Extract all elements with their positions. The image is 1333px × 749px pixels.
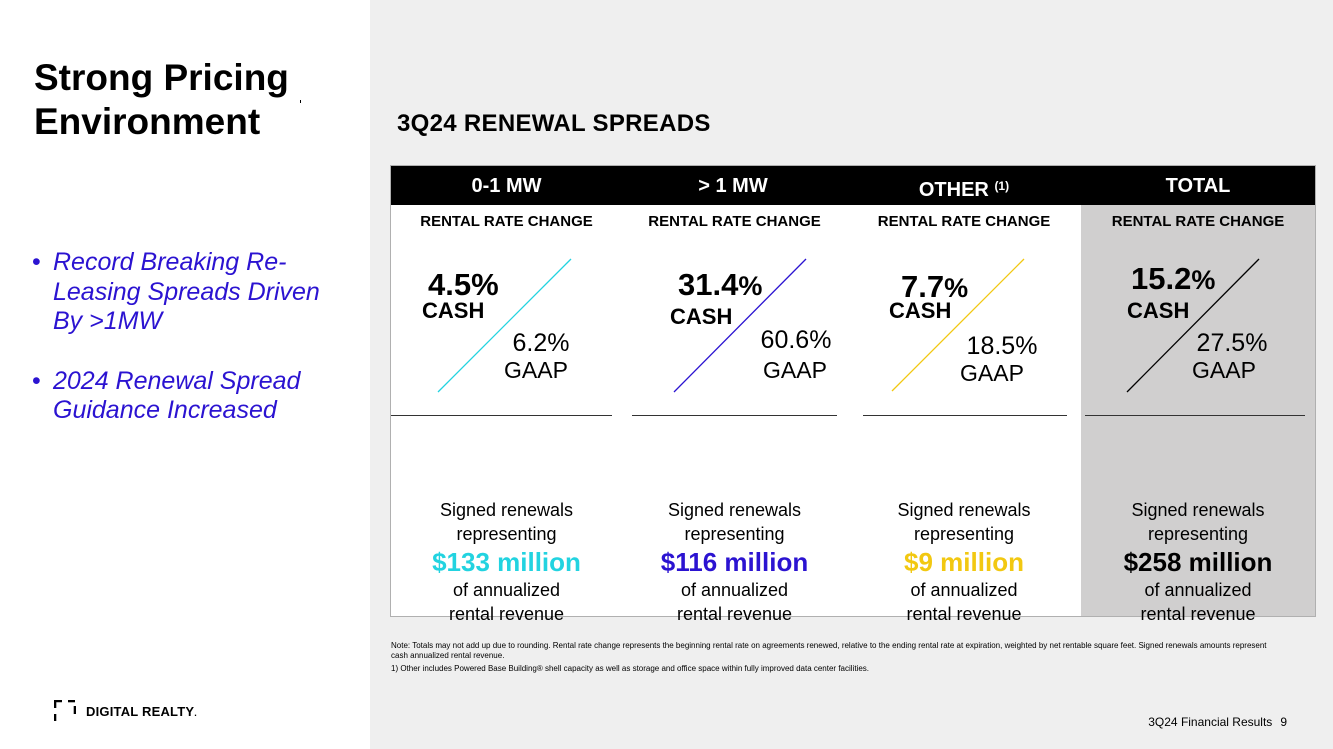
footer-text: 3Q24 Financial Results xyxy=(1148,715,1273,729)
signed-renewals-text: Signed renewals representing xyxy=(439,500,574,544)
column-other: RENTAL RATE CHANGE 7.7% CASH 18.5% GAAP … xyxy=(847,205,1081,624)
left-panel: Strong Pricing Environment • Record Brea… xyxy=(0,0,370,749)
slash-line xyxy=(437,258,572,393)
column-header: OTHER (1) xyxy=(918,179,1010,201)
amount-value: $9 million xyxy=(904,547,1024,577)
annualized-text: of annualized rental revenue xyxy=(906,580,1022,624)
rental-rate-change-label: RENTAL RATE CHANGE xyxy=(1111,213,1285,230)
bullet-item: • Record Breaking Re-Leasing Spreads Dri… xyxy=(32,248,352,337)
divider-slash xyxy=(1126,258,1260,393)
cash-label: CASH xyxy=(1127,298,1190,323)
cash-value: 7.7% xyxy=(901,269,969,304)
company-logo: DIGITAL REALTY. xyxy=(54,700,197,722)
annualized-text: of annualized rental revenue xyxy=(676,580,793,624)
cash-value: 4.5% xyxy=(428,267,499,302)
section-heading: 3Q24 RENEWAL SPREADS xyxy=(397,110,711,137)
digital-realty-logo-icon xyxy=(54,700,76,722)
signed-renewals-text: Signed renewals representing xyxy=(1131,500,1265,544)
footnote-marker: (1) xyxy=(994,179,1010,193)
table-note: Note: Totals may not add up due to round… xyxy=(391,641,1267,660)
slash-line xyxy=(673,258,807,393)
column-total: RENTAL RATE CHANGE 15.2% CASH 27.5% GAAP… xyxy=(1081,205,1315,624)
table-header-row: 0-1 MW > 1 MW OTHER (1) TOTAL xyxy=(391,166,1315,205)
title-mark xyxy=(300,100,301,103)
rental-rate-change-label: RENTAL RATE CHANGE xyxy=(648,213,821,230)
annualized-text: of annualized rental revenue xyxy=(448,580,565,624)
signed-renewals-text: Signed renewals representing xyxy=(667,500,802,544)
bullet-item: • 2024 Renewal Spread Guidance Increased xyxy=(32,367,352,426)
column-header: TOTAL xyxy=(1165,175,1231,197)
column-over-1mw: RENTAL RATE CHANGE 31.4% CASH 60.6% GAAP… xyxy=(622,205,847,624)
bullet-text: Record Breaking Re-Leasing Spreads Drive… xyxy=(53,248,320,335)
gaap-label: GAAP xyxy=(504,357,568,383)
rental-rate-change-label: RENTAL RATE CHANGE xyxy=(877,213,1051,230)
rental-rate-change-label: RENTAL RATE CHANGE xyxy=(420,213,593,230)
bullet-dot: • xyxy=(32,248,41,276)
column-header: > 1 MW xyxy=(698,175,768,197)
divider-slash xyxy=(891,258,1025,392)
gaap-label: GAAP xyxy=(960,360,1024,386)
row-divider xyxy=(863,415,1067,416)
column-0-1mw: RENTAL RATE CHANGE 4.5% CASH 6.2% GAAP S… xyxy=(391,205,622,624)
cash-label: CASH xyxy=(670,304,733,329)
gaap-value: 6.2% xyxy=(512,329,570,357)
cash-value: 15.2% xyxy=(1131,261,1216,296)
gaap-value: 18.5% xyxy=(966,332,1038,360)
bullet-list: • Record Breaking Re-Leasing Spreads Dri… xyxy=(32,248,352,456)
footnote: 1) Other includes Powered Base Building®… xyxy=(391,664,869,673)
gaap-label: GAAP xyxy=(763,357,827,383)
slide-footer: 3Q24 Financial Results 9 xyxy=(1140,715,1287,729)
column-header: 0-1 MW xyxy=(471,175,542,197)
row-divider xyxy=(1085,415,1305,416)
gaap-label: GAAP xyxy=(1192,357,1256,383)
gaap-value: 60.6% xyxy=(760,326,832,354)
bullet-text: 2024 Renewal Spread Guidance Increased xyxy=(53,366,301,425)
divider-slash xyxy=(437,258,572,393)
slide-title: Strong Pricing Environment xyxy=(34,56,334,144)
bullet-dot: • xyxy=(32,366,41,395)
cash-value: 31.4% xyxy=(678,267,763,302)
cash-label: CASH xyxy=(422,298,485,323)
row-divider xyxy=(391,415,612,416)
signed-renewals-text: Signed renewals representing xyxy=(897,500,1031,544)
amount-value: $258 million xyxy=(1123,547,1273,577)
amount-value: $116 million xyxy=(660,547,809,577)
row-divider xyxy=(632,415,837,416)
divider-slash xyxy=(673,258,807,393)
page-number: 9 xyxy=(1280,715,1287,729)
slash-line xyxy=(891,258,1025,392)
logo-text: DIGITAL REALTY. xyxy=(86,703,197,719)
title-line-2: Environment xyxy=(34,101,261,142)
annualized-text: of annualized rental revenue xyxy=(1140,580,1256,624)
slash-line xyxy=(1126,258,1260,393)
title-line-1: Strong Pricing xyxy=(34,57,289,98)
amount-value: $133 million xyxy=(432,547,581,577)
gaap-value: 27.5% xyxy=(1196,329,1268,357)
cash-label: CASH xyxy=(889,298,952,323)
renewal-spreads-table: 0-1 MW > 1 MW OTHER (1) TOTAL RENTAL RAT… xyxy=(390,165,1316,624)
